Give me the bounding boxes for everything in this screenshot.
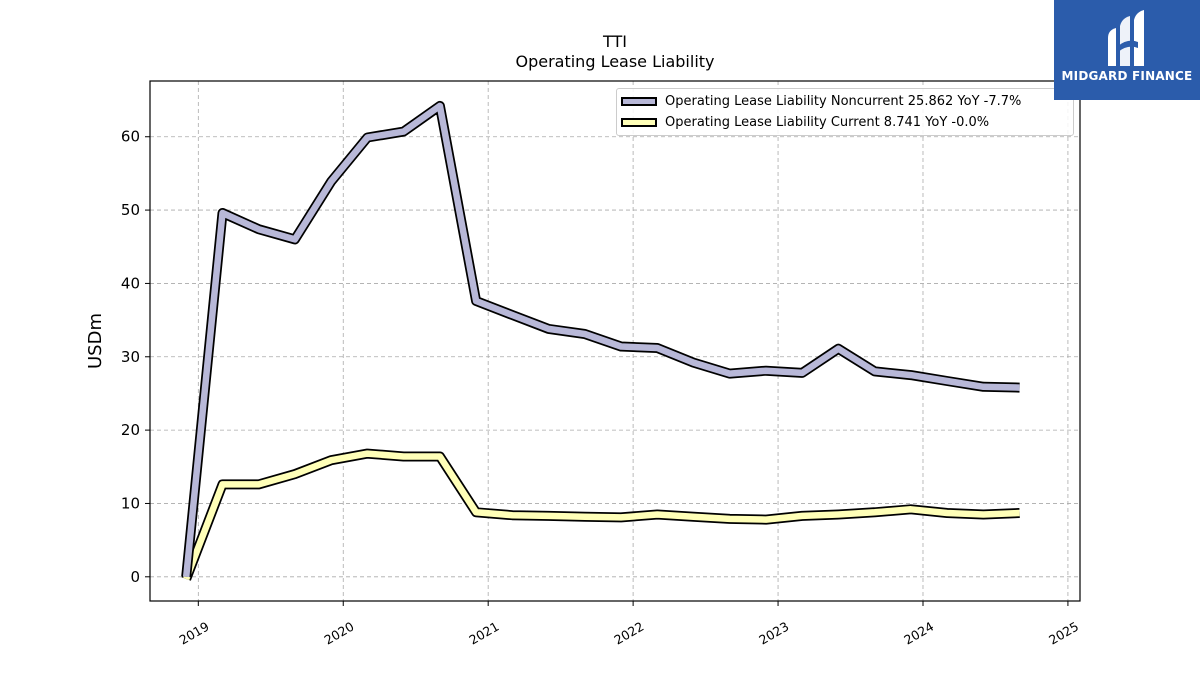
- chart-subtitle: Operating Lease Liability: [515, 52, 715, 71]
- brand-logo: MIDGARD FINANCE: [1054, 0, 1200, 100]
- legend-swatch-noncurrent: [621, 96, 657, 106]
- series-layer: [181, 100, 1020, 581]
- midgard-logo-icon: [1108, 10, 1144, 66]
- x-tick-label: 2025: [1046, 619, 1081, 648]
- y-tick-label: 40: [121, 274, 140, 292]
- y-tick-label: 10: [121, 494, 140, 512]
- legend-swatch-current: [621, 117, 657, 127]
- y-tick-label: 0: [130, 568, 140, 586]
- legend-item-current: Operating Lease Liability Current 8.741 …: [617, 113, 989, 131]
- grid-lines: [150, 81, 1080, 601]
- legend-label-current: Operating Lease Liability Current 8.741 …: [665, 114, 990, 130]
- y-axis-label: USDm: [85, 313, 106, 369]
- chart-title: TTI: [603, 32, 627, 51]
- series-line-noncurrent: [182, 102, 1020, 578]
- series-line-current: [183, 450, 1020, 581]
- legend-label-noncurrent: Operating Lease Liability Noncurrent 25.…: [665, 93, 1022, 109]
- plot-frame: [149, 80, 1081, 602]
- y-tick-label: 50: [121, 201, 140, 219]
- y-tick-label: 60: [121, 128, 140, 146]
- brand-name: MIDGARD FINANCE: [1061, 69, 1193, 83]
- axis-ticks: 2019 2020 2021 2022 2023 2024 2025 0 10 20 30 40 50 6…: [121, 128, 1081, 648]
- x-tick-label: 2022: [611, 619, 646, 648]
- y-tick-label: 20: [121, 421, 140, 439]
- x-tick-label: 2020: [321, 619, 356, 648]
- x-tick-label: 2019: [177, 619, 212, 648]
- legend: Operating Lease Liability Noncurrent 25.…: [616, 88, 1074, 136]
- x-tick-label: 2024: [901, 619, 936, 648]
- x-tick-label: 2021: [466, 619, 501, 648]
- legend-item-noncurrent: Operating Lease Liability Noncurrent 25.…: [617, 92, 1021, 110]
- x-tick-label: 2023: [756, 619, 791, 648]
- y-tick-label: 30: [121, 348, 140, 366]
